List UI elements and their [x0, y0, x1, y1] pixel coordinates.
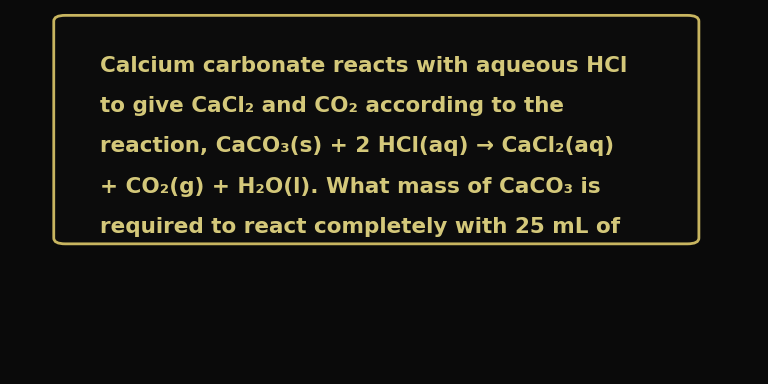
Text: Calcium carbonate reacts with aqueous HCl: Calcium carbonate reacts with aqueous HC…	[100, 56, 627, 76]
Text: to give CaCl₂ and CO₂ according to the: to give CaCl₂ and CO₂ according to the	[100, 96, 564, 116]
Text: + CO₂(g) + H₂O(l). What mass of CaCO₃ is: + CO₂(g) + H₂O(l). What mass of CaCO₃ is	[100, 177, 601, 197]
Text: reaction, CaCO₃(s) + 2 HCl(aq) → CaCl₂(aq): reaction, CaCO₃(s) + 2 HCl(aq) → CaCl₂(a…	[100, 136, 614, 156]
Text: required to react completely with 25 mL of: required to react completely with 25 mL …	[100, 217, 620, 237]
FancyBboxPatch shape	[54, 15, 699, 244]
